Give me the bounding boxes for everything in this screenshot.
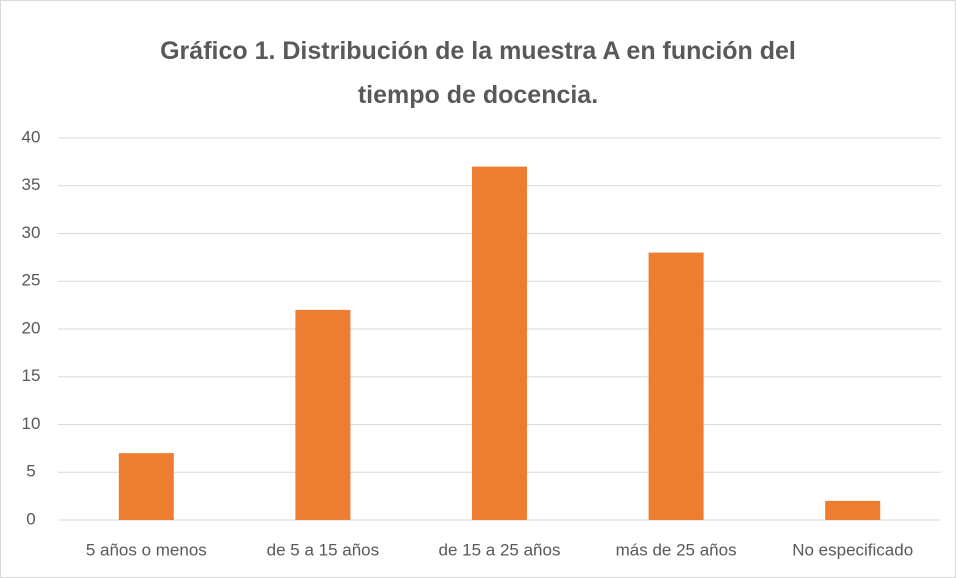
y-tick-label: 15 xyxy=(22,366,41,385)
y-tick-label: 30 xyxy=(22,223,41,242)
y-tick-label: 35 xyxy=(22,175,41,194)
bar xyxy=(295,309,351,520)
chart-title: Gráfico 1. Distribución de la muestra A … xyxy=(160,37,796,109)
x-tick-label: de 5 a 15 años xyxy=(267,540,379,559)
bar xyxy=(648,252,704,520)
bar xyxy=(472,166,527,520)
y-tick-label: 20 xyxy=(22,318,41,337)
y-tick-label: 5 xyxy=(26,462,35,481)
x-tick-label: 5 años o menos xyxy=(86,540,207,559)
y-tick-label: 25 xyxy=(22,271,41,290)
x-tick-label: más de 25 años xyxy=(616,540,737,559)
y-tick-label: 40 xyxy=(22,127,41,146)
x-tick-label: No especificado xyxy=(792,540,913,559)
bar xyxy=(118,453,174,520)
bar xyxy=(825,500,881,520)
x-tick-label: de 15 a 25 años xyxy=(439,540,561,559)
y-tick-label: 10 xyxy=(22,414,41,433)
y-tick-label: 0 xyxy=(26,509,35,528)
